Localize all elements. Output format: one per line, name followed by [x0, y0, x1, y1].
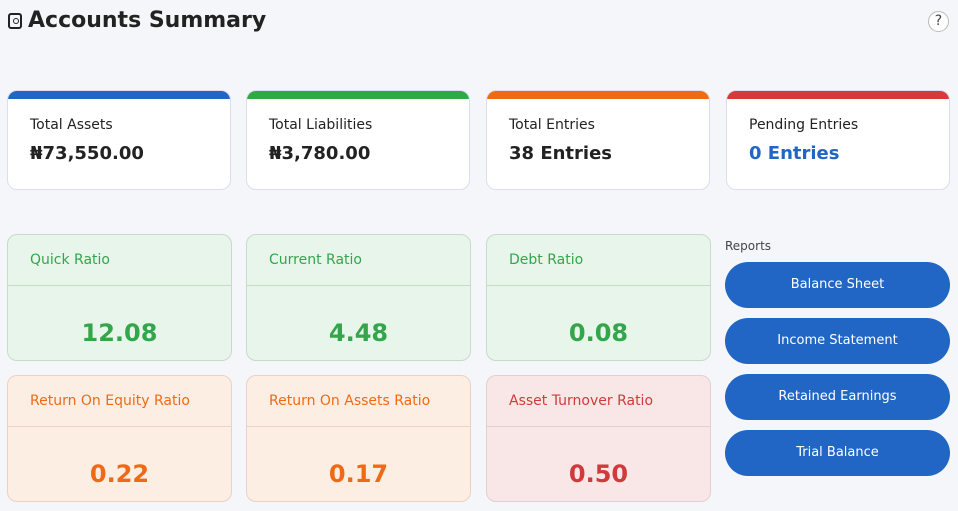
- summary-card: Total Assets ₦73,550.00: [7, 90, 231, 190]
- report-button[interactable]: Trial Balance: [725, 430, 950, 476]
- ratio-value: 12.08: [81, 319, 158, 347]
- ratio-value: 0.08: [568, 319, 629, 347]
- card-value: ₦3,780.00: [269, 143, 371, 164]
- strip: [247, 91, 469, 99]
- ratio-label: Current Ratio: [247, 235, 470, 286]
- ratio-value: 0.22: [89, 460, 150, 488]
- ratio-card: Debt Ratio 0.08: [486, 234, 711, 361]
- header: Accounts Summary: [8, 8, 266, 33]
- card-label: Total Assets: [30, 117, 113, 133]
- card-value: 38 Entries: [509, 143, 612, 164]
- ratio-label: Debt Ratio: [487, 235, 710, 286]
- report-button[interactable]: Balance Sheet: [725, 262, 950, 308]
- page-title: Accounts Summary: [28, 8, 267, 33]
- ratio-label: Asset Turnover Ratio: [487, 376, 710, 427]
- help-button[interactable]: ?: [928, 11, 949, 32]
- ratio-label: Return On Assets Ratio: [247, 376, 470, 427]
- ratio-card: Quick Ratio 12.08: [7, 234, 232, 361]
- card-label: Total Liabilities: [269, 117, 373, 133]
- ratio-card: Return On Assets Ratio 0.17: [246, 375, 471, 502]
- summary-card: Pending Entries 0 Entries: [726, 90, 950, 190]
- icon: [8, 12, 22, 29]
- ratio-card: Asset Turnover Ratio 0.50: [486, 375, 711, 502]
- ratio-card: Return On Equity Ratio 0.22: [7, 375, 232, 502]
- report-button[interactable]: Income Statement: [725, 318, 950, 364]
- ratio-label: Quick Ratio: [8, 235, 231, 286]
- strip: [727, 91, 949, 99]
- summary-card: Total Entries 38 Entries: [486, 90, 710, 190]
- card-value: ₦73,550.00: [30, 143, 144, 164]
- summary-card: Total Liabilities ₦3,780.00: [246, 90, 470, 190]
- card-value: 0 Entries: [749, 143, 840, 164]
- ratio-value: 0.50: [568, 460, 629, 488]
- strip: [8, 91, 230, 99]
- ratio-card: Current Ratio 4.48: [246, 234, 471, 361]
- report-button[interactable]: Retained Earnings: [725, 374, 950, 420]
- card-label: Pending Entries: [749, 117, 859, 133]
- reports-title: Reports: [725, 239, 772, 253]
- ratio-value: 4.48: [328, 319, 389, 347]
- card-label: Total Entries: [509, 117, 595, 133]
- strip: [487, 91, 709, 99]
- ratio-label: Return On Equity Ratio: [8, 376, 231, 427]
- ratio-value: 0.17: [328, 460, 389, 488]
